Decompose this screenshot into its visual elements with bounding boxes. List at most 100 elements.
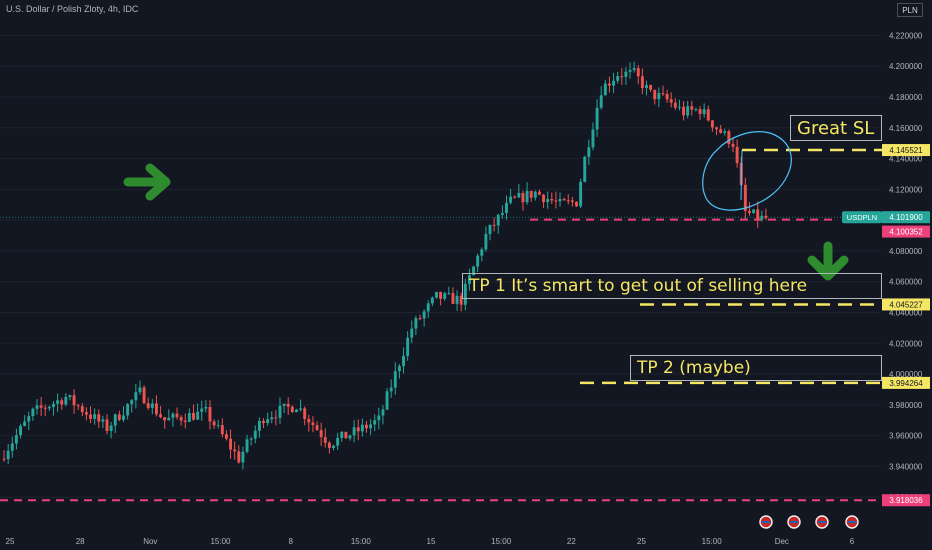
symbol-tag <box>842 211 882 224</box>
candle <box>323 437 327 443</box>
tp1-text: TP 1 It’s smart to get out of selling he… <box>469 276 808 296</box>
candle <box>142 387 146 404</box>
candle <box>282 403 286 406</box>
candle <box>743 184 747 211</box>
candle <box>476 255 480 267</box>
candle <box>109 425 113 432</box>
candle <box>698 109 702 114</box>
candle <box>200 408 204 412</box>
candle <box>645 84 648 89</box>
time-tick-label: 28 <box>76 537 85 546</box>
time-tick-label: 15:00 <box>702 537 723 546</box>
candle <box>612 80 616 86</box>
price-tick-label: 4.020000 <box>889 339 923 348</box>
candle <box>583 156 587 182</box>
candle <box>727 131 731 144</box>
candle <box>56 400 60 404</box>
candle <box>406 337 410 356</box>
candle <box>393 371 397 388</box>
candle <box>402 355 405 367</box>
candle <box>764 215 768 219</box>
candle <box>677 106 681 108</box>
candle <box>216 425 220 427</box>
price-axis-bg <box>882 0 932 550</box>
event-icons[interactable] <box>759 515 859 529</box>
currency-button[interactable]: PLN <box>897 3 923 17</box>
candle <box>496 214 500 226</box>
candle <box>60 400 64 405</box>
price-tick-label: 4.120000 <box>889 185 923 194</box>
candle <box>105 419 109 432</box>
time-tick-label: 22 <box>567 537 576 546</box>
candle <box>624 71 628 77</box>
candle <box>500 212 504 215</box>
candle <box>2 458 6 460</box>
price-tick-label: 4.220000 <box>889 31 923 40</box>
candle <box>579 181 583 207</box>
drawings <box>123 131 849 281</box>
candle <box>76 405 80 407</box>
price-tag-label: 4.145521 <box>889 146 923 155</box>
candle <box>455 295 459 304</box>
candle <box>39 405 43 408</box>
candle <box>369 424 373 429</box>
time-axis[interactable]: 25 28 Nov 15:00 8 15:00 15 15:00 22 25 15:00 Dec 6 <box>0 530 882 550</box>
candle <box>167 417 171 421</box>
tp1-box: TP 1 It’s smart to get out of selling he… <box>462 273 882 299</box>
candle <box>212 421 216 426</box>
candle <box>690 106 694 110</box>
candle <box>192 412 195 420</box>
price-tag <box>882 144 930 157</box>
price-axis[interactable]: 4.220000 4.200000 4.180000 4.160000 4.140000… <box>882 0 932 550</box>
candle <box>278 405 282 418</box>
candle <box>356 427 360 432</box>
price-tick-label: 4.080000 <box>889 247 923 256</box>
candle <box>249 438 253 440</box>
time-tick-label: 25 <box>637 537 646 546</box>
candle <box>204 406 208 409</box>
time-tick-label: 6 <box>850 537 855 546</box>
candle <box>603 83 607 96</box>
candle <box>257 420 261 431</box>
candle <box>435 291 438 298</box>
tp2-text: TP 2 (maybe) <box>637 358 751 378</box>
candle <box>187 412 191 422</box>
candle <box>566 200 570 202</box>
candle <box>533 191 537 198</box>
candle <box>715 127 718 130</box>
price-tag <box>882 211 930 224</box>
candle <box>220 425 224 435</box>
candle <box>290 406 294 413</box>
candle <box>418 318 422 320</box>
candle <box>159 414 163 418</box>
candle <box>661 93 665 95</box>
candle <box>233 449 237 452</box>
candle <box>365 424 368 429</box>
candle <box>467 275 471 284</box>
time-axis-bg <box>0 530 882 550</box>
candle <box>348 435 352 439</box>
candle <box>315 425 319 431</box>
candle <box>31 408 35 417</box>
candle <box>146 403 150 408</box>
price-tag-label: 3.994264 <box>889 379 923 388</box>
candle <box>229 438 233 450</box>
candle <box>628 69 632 72</box>
candle <box>286 403 290 407</box>
candle <box>97 414 101 422</box>
candle <box>414 318 418 329</box>
time-tick-label: Dec <box>775 537 789 546</box>
candle <box>735 146 739 164</box>
candle <box>150 403 154 408</box>
candle <box>270 417 274 420</box>
candle <box>237 451 241 463</box>
grid-lines <box>0 34 882 498</box>
candle <box>294 409 298 413</box>
price-tag <box>882 298 930 311</box>
candle <box>575 201 578 207</box>
candle <box>517 193 521 198</box>
green-arrow-right-icon <box>123 163 171 201</box>
candle <box>706 109 710 121</box>
candle <box>138 387 142 393</box>
